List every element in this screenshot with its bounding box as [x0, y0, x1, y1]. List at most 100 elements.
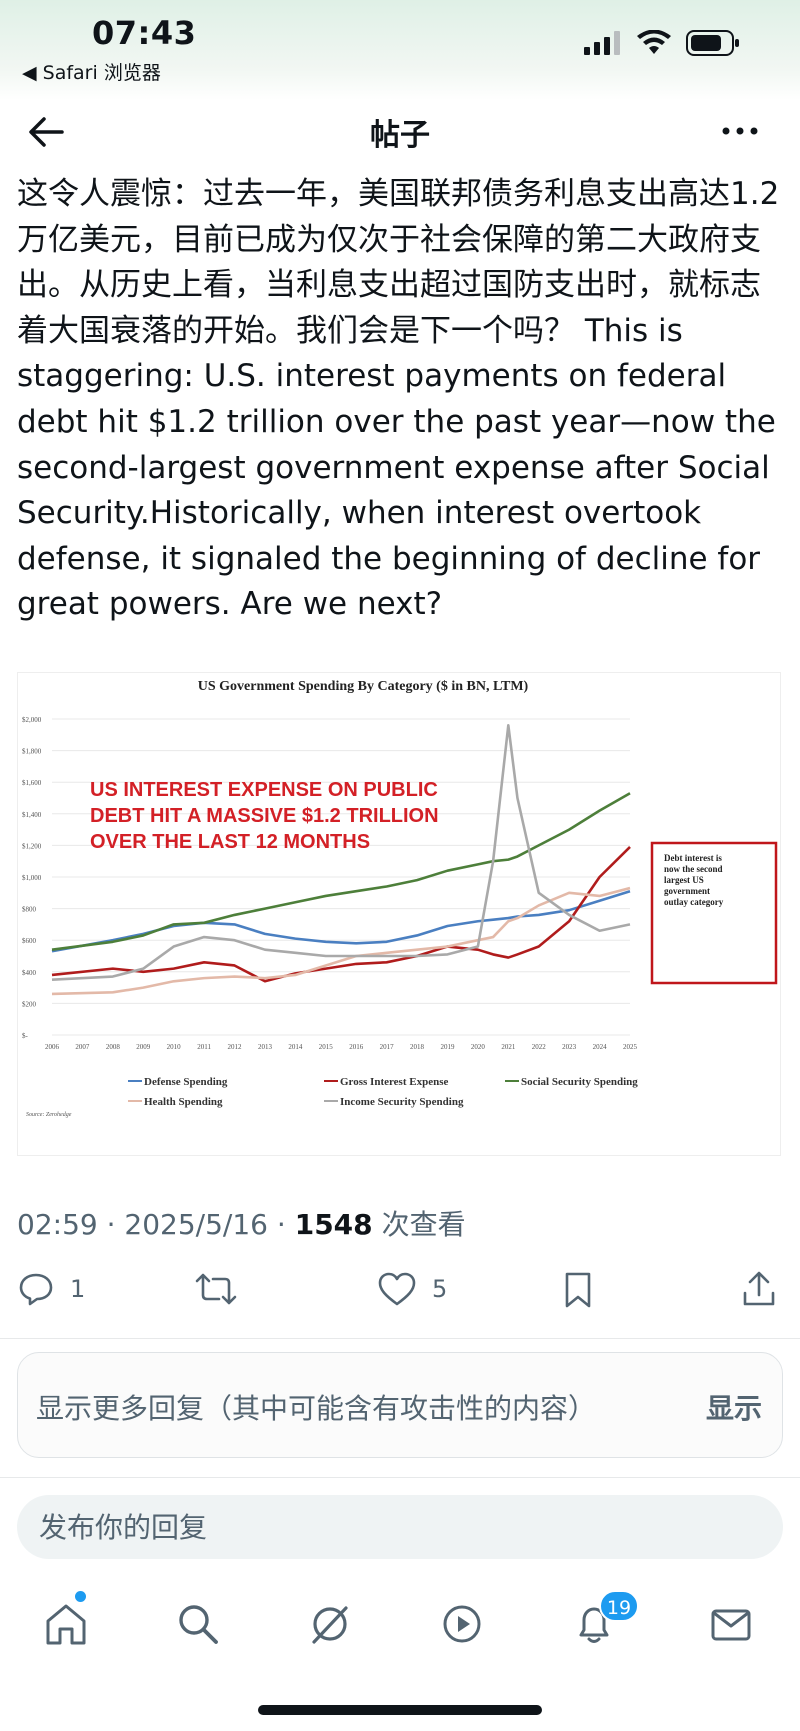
y-tick-label: $600	[22, 937, 37, 945]
search-icon[interactable]	[173, 1599, 223, 1649]
chart-annotation: DEBT HIT A MASSIVE $1.2 TRILLION	[90, 805, 439, 827]
page-title: 帖子	[370, 118, 430, 153]
bookmark-icon	[565, 1272, 591, 1308]
reply-icon	[19, 1273, 53, 1306]
reply-button[interactable]: 1	[18, 1271, 85, 1307]
post-date: 2025/5/16	[124, 1208, 268, 1241]
y-tick-label: $1,000	[22, 874, 42, 882]
notifications-bell-icon[interactable]	[569, 1599, 619, 1649]
like-button[interactable]: 5	[378, 1271, 447, 1307]
legend-label: Gross Interest Expense	[340, 1076, 448, 1088]
post-time: 02:59	[17, 1208, 98, 1241]
reply-input[interactable]	[39, 1505, 739, 1549]
home-icon[interactable]	[41, 1599, 91, 1649]
x-tick-label: 2013	[258, 1043, 273, 1051]
heart-icon	[378, 1272, 416, 1306]
view-count: 1548	[294, 1208, 373, 1241]
reply-composer[interactable]	[17, 1495, 783, 1559]
signal-icon	[584, 31, 620, 55]
x-tick-label: 2024	[593, 1043, 608, 1051]
divider	[0, 1338, 800, 1339]
x-tick-label: 2018	[410, 1043, 425, 1051]
repost-icon	[195, 1273, 237, 1305]
x-tick-label: 2009	[136, 1043, 151, 1051]
x-tick-label: 2014	[288, 1043, 303, 1051]
x-tick-label: 2019	[440, 1043, 455, 1051]
y-tick-label: $-	[22, 1032, 29, 1040]
meta-separator: ·	[276, 1208, 286, 1241]
box-annotation: government	[664, 886, 710, 896]
battery-icon	[686, 30, 739, 56]
post-text: 这令人震惊：过去一年，美国联邦债务利息支出高达1.2万亿美元，目前已成为仅次于社…	[17, 176, 780, 623]
legend-label: Income Security Spending	[340, 1096, 464, 1108]
show-button[interactable]: 显示	[705, 1392, 762, 1425]
wifi-icon	[637, 30, 671, 54]
x-tick-label: 2017	[380, 1043, 395, 1051]
x-tick-label: 2022	[532, 1043, 547, 1051]
x-tick-label: 2015	[319, 1043, 334, 1051]
y-tick-label: $1,800	[22, 748, 42, 756]
meta-separator: ·	[106, 1208, 116, 1241]
show-more-replies-card[interactable]: 显示更多回复（其中可能含有攻击性的内容） 显示	[17, 1352, 783, 1458]
status-bar: 07:43 ◀ Safari 浏览器	[0, 0, 800, 100]
x-tick-label: 2023	[562, 1043, 577, 1051]
box-annotation: largest US	[664, 875, 704, 885]
y-tick-label: $800	[22, 906, 37, 914]
chart-title: US Government Spending By Category ($ in…	[198, 679, 529, 694]
y-tick-label: $200	[22, 1000, 37, 1008]
y-tick-label: $1,400	[22, 811, 42, 819]
status-icons	[584, 30, 740, 56]
box-annotation: now the second	[664, 864, 723, 874]
bookmark-button[interactable]	[563, 1271, 593, 1309]
chart-annotation: US INTEREST EXPENSE ON PUBLIC	[90, 779, 438, 801]
post-image-chart[interactable]: US Government Spending By Category ($ in…	[17, 672, 781, 1156]
legend-label: Social Security Spending	[521, 1076, 638, 1088]
series-line	[51, 792, 631, 951]
line-chart: US Government Spending By Category ($ in…	[22, 679, 778, 1118]
view-label: 次查看	[381, 1208, 466, 1241]
box-annotation: outlay category	[664, 897, 724, 907]
highlight-box	[650, 841, 778, 985]
reply-count: 1	[70, 1275, 86, 1303]
y-tick-label: $400	[22, 969, 37, 977]
x-tick-label: 2010	[167, 1043, 182, 1051]
x-tick-label: 2006	[45, 1043, 60, 1051]
series-line	[51, 886, 631, 996]
back-to-safari-link[interactable]: ◀ Safari 浏览器	[22, 62, 161, 84]
status-time: 07:43	[92, 14, 197, 52]
legend-label: Defense Spending	[144, 1076, 228, 1088]
y-tick-label: $1,600	[22, 779, 42, 787]
notifications-badge: 19	[599, 1590, 639, 1622]
repost-button[interactable]	[195, 1271, 237, 1307]
back-arrow-icon[interactable]	[26, 112, 66, 152]
post-meta: 02:59 · 2025/5/16 · 1548 次查看	[17, 1203, 466, 1243]
tab-bar	[0, 1585, 800, 1675]
video-icon[interactable]	[437, 1599, 487, 1649]
x-tick-label: 2011	[197, 1043, 211, 1051]
x-tick-label: 2025	[623, 1043, 638, 1051]
x-tick-label: 2012	[228, 1043, 243, 1051]
show-more-replies-label: 显示更多回复（其中可能含有攻击性的内容）	[36, 1392, 597, 1425]
share-button[interactable]	[742, 1271, 776, 1307]
legend-label: Health Spending	[144, 1096, 223, 1108]
chart-annotation: OVER THE LAST 12 MONTHS	[90, 831, 370, 853]
y-tick-label: $2,000	[22, 716, 42, 724]
x-tick-label: 2008	[106, 1043, 121, 1051]
share-icon	[743, 1271, 775, 1306]
home-indicator	[258, 1705, 542, 1715]
x-tick-label: 2021	[501, 1043, 516, 1051]
chart-source: Source: Zerohedge	[26, 1112, 72, 1118]
messages-icon[interactable]	[706, 1599, 756, 1649]
series-line	[51, 724, 631, 981]
y-tick-label: $1,200	[22, 842, 42, 850]
x-tick-label: 2016	[349, 1043, 364, 1051]
x-tick-label: 2007	[75, 1043, 90, 1051]
unread-dot	[75, 1591, 86, 1602]
box-annotation: Debt interest is	[664, 853, 722, 863]
nav-bar: 帖子	[0, 100, 800, 170]
like-count: 5	[432, 1275, 448, 1303]
divider	[0, 1477, 800, 1478]
post-actions: 1 5	[0, 1263, 800, 1323]
grok-icon[interactable]	[305, 1599, 355, 1649]
more-icon[interactable]	[720, 116, 760, 146]
